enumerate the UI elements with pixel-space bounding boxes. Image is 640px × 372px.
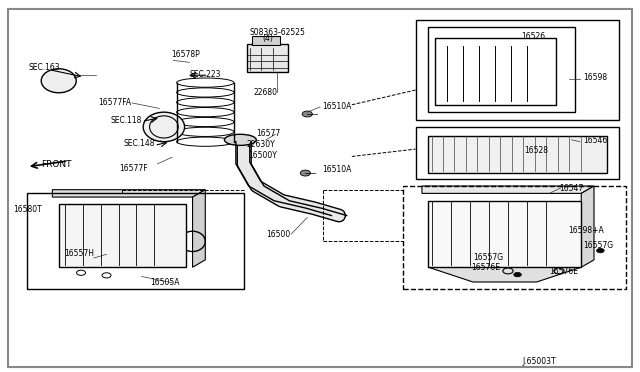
Bar bbox=[59, 205, 186, 267]
Text: 16546: 16546 bbox=[583, 136, 607, 145]
Text: 16580T: 16580T bbox=[13, 205, 42, 215]
Text: 16576E: 16576E bbox=[549, 267, 579, 276]
Text: SEC.148: SEC.148 bbox=[124, 139, 156, 148]
Circle shape bbox=[300, 170, 310, 176]
Text: 16500: 16500 bbox=[266, 230, 290, 239]
Circle shape bbox=[514, 272, 522, 277]
Text: 16510A: 16510A bbox=[322, 102, 351, 111]
Polygon shape bbox=[428, 267, 581, 282]
Text: SEC.223: SEC.223 bbox=[189, 70, 221, 79]
Text: J.65003T: J.65003T bbox=[522, 357, 556, 366]
Text: 16578P: 16578P bbox=[172, 51, 200, 60]
Text: 16598+A: 16598+A bbox=[568, 226, 604, 235]
Bar bbox=[415, 127, 620, 179]
Text: 16505A: 16505A bbox=[150, 278, 179, 287]
Text: 16500Y: 16500Y bbox=[248, 151, 278, 160]
Text: 16526: 16526 bbox=[521, 32, 545, 41]
Text: 16577FA: 16577FA bbox=[99, 98, 131, 107]
Bar bbox=[415, 20, 620, 119]
Ellipse shape bbox=[143, 112, 184, 142]
Polygon shape bbox=[581, 186, 594, 267]
Bar bbox=[428, 136, 607, 173]
Bar bbox=[27, 193, 244, 289]
Circle shape bbox=[302, 111, 312, 117]
Text: FRONT: FRONT bbox=[41, 160, 72, 170]
Bar bbox=[403, 186, 626, 289]
Text: SEC.163: SEC.163 bbox=[28, 62, 60, 72]
Polygon shape bbox=[52, 190, 205, 197]
Polygon shape bbox=[422, 186, 594, 193]
Text: 16576E-: 16576E- bbox=[471, 263, 503, 272]
Ellipse shape bbox=[225, 134, 256, 145]
Text: 16510A: 16510A bbox=[322, 165, 351, 174]
Text: 16577: 16577 bbox=[256, 129, 280, 138]
Text: 16557H: 16557H bbox=[64, 249, 94, 258]
Text: 16528: 16528 bbox=[524, 147, 548, 155]
Bar bbox=[252, 36, 280, 45]
Text: 16598: 16598 bbox=[583, 73, 607, 82]
Bar bbox=[428, 201, 581, 267]
Text: 16577F: 16577F bbox=[119, 164, 148, 173]
Polygon shape bbox=[193, 190, 205, 267]
Circle shape bbox=[596, 248, 604, 253]
Text: 22630Y: 22630Y bbox=[246, 140, 275, 149]
Text: 16547: 16547 bbox=[559, 184, 583, 193]
Text: 22680: 22680 bbox=[253, 88, 277, 97]
Text: SEC.118: SEC.118 bbox=[111, 116, 142, 125]
Ellipse shape bbox=[41, 69, 76, 93]
Bar bbox=[246, 44, 288, 71]
Text: 16557G: 16557G bbox=[473, 253, 503, 263]
Text: (4): (4) bbox=[262, 34, 273, 43]
Text: S08363-62525: S08363-62525 bbox=[250, 28, 306, 36]
Text: 16557G: 16557G bbox=[583, 241, 613, 250]
